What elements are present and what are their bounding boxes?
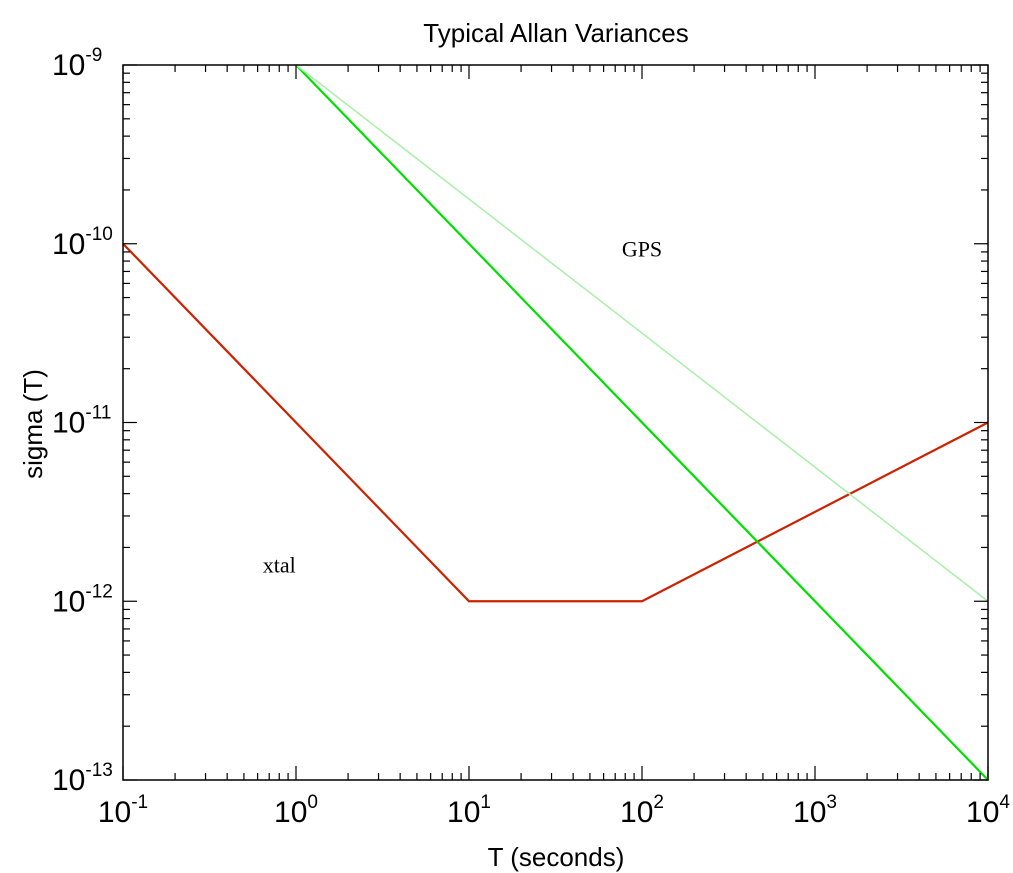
chart-title: Typical Allan Variances: [423, 18, 688, 48]
series-line-3: [295, 64, 989, 602]
y-axis-label: sigma (T): [18, 369, 48, 479]
series-line-2: [295, 64, 989, 781]
plot-frame: [122, 64, 989, 781]
y-tick-label: 10-11: [52, 403, 111, 440]
x-tick-label: 10-1: [98, 792, 148, 829]
x-tick-label: 101: [447, 792, 491, 829]
annotation-xtal-label: xtal: [263, 552, 296, 577]
x-axis-label: T (seconds): [488, 842, 625, 872]
x-tick-label: 104: [966, 792, 1010, 829]
y-tick-label: 10-9: [52, 45, 102, 82]
y-tick-label: 10-13: [52, 760, 113, 797]
x-tick-label: 103: [793, 792, 837, 829]
x-tick-label: 100: [274, 792, 318, 829]
x-tick-label: 102: [620, 792, 664, 829]
annotation-layer: GPS xtal: [263, 236, 662, 577]
tick-layer: 10-1 100 101 102 103 104 10-13 10-12 10-11 10-10 1…: [52, 45, 1010, 829]
y-tick-label: 10-12: [52, 581, 113, 618]
series-layer: [122, 64, 989, 781]
annotation-gps-label: GPS: [622, 236, 662, 261]
series-line-1: [122, 242, 989, 603]
y-tick-label: 10-10: [52, 224, 113, 261]
